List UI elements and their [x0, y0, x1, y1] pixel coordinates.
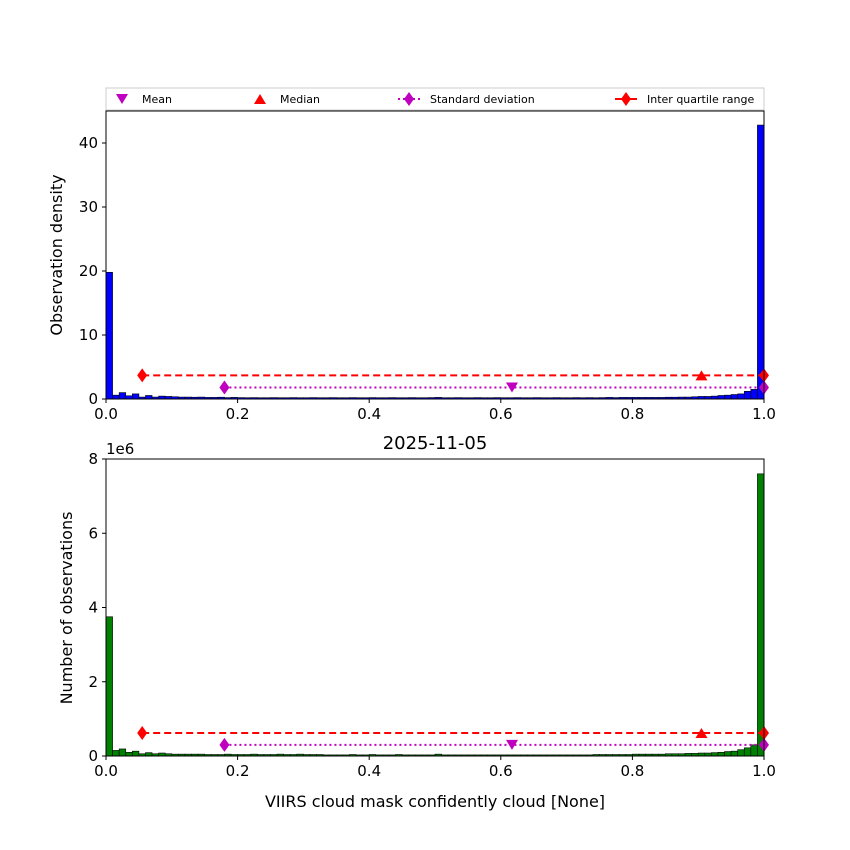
bottom-ytick-label: 0 [88, 747, 98, 765]
bottom-xtick-label: 0.0 [94, 762, 118, 780]
top-bar [724, 394, 732, 400]
legend-std-label: Standard deviation [430, 93, 535, 106]
bottom-bar [730, 750, 738, 757]
top-bar [750, 389, 758, 400]
top-ytick-label: 20 [79, 262, 98, 280]
bottom-bar [125, 751, 133, 757]
bottom-bar [132, 750, 140, 757]
bottom-y-offset-label: 1e6 [106, 440, 134, 458]
top-bars [105, 124, 765, 400]
top-bar [118, 392, 127, 400]
top-std-left-marker [219, 380, 230, 395]
bottom-ytick-label: 4 [88, 599, 98, 617]
legend-iqr-label: Inter quartile range [647, 93, 754, 106]
legend-iqr-marker [621, 92, 631, 106]
top-ylabel: Observation density [47, 174, 66, 335]
top-bar [112, 394, 120, 400]
top-density-chart: 0.0 0.2 0.4 0.6 0.8 1.0 0 10 20 30 40 Observation … [47, 110, 776, 423]
bottom-ytick-label: 6 [88, 524, 98, 542]
legend-median-label: Median [280, 93, 320, 106]
bottom-xtick-label: 0.2 [226, 762, 250, 780]
top-median-marker [695, 370, 708, 381]
bottom-std-left-marker [219, 737, 230, 752]
top-bar [743, 391, 752, 400]
top-ticks: 0.0 0.2 0.4 0.6 0.8 1.0 0 10 20 30 40 [79, 134, 776, 423]
top-xtick-label: 1.0 [752, 405, 776, 423]
bottom-ytick-label: 8 [88, 450, 98, 468]
bottom-bar [105, 616, 113, 757]
bottom-title: 2025-11-05 [383, 433, 488, 454]
top-axes-frame [105, 110, 765, 400]
top-mean-marker [505, 382, 518, 393]
top-xtick-label: 0.2 [226, 405, 250, 423]
top-bar [737, 393, 745, 400]
bottom-bar [118, 748, 127, 757]
bottom-xtick-label: 0.6 [489, 762, 513, 780]
top-xtick-label: 0.6 [489, 405, 513, 423]
legend-mean-marker [116, 94, 128, 104]
legend-frame [105, 87, 765, 111]
top-stat-markers [137, 368, 769, 395]
bottom-mean-marker [505, 739, 518, 750]
bottom-bar [750, 744, 758, 757]
top-ytick-label: 10 [79, 326, 98, 344]
bottom-ytick-label: 2 [88, 673, 98, 691]
legend-mean-label: Mean [142, 93, 172, 106]
top-bar [132, 393, 140, 400]
bottom-bar [724, 751, 732, 757]
top-ytick-label: 0 [88, 390, 98, 408]
bottom-iqr-left-marker [137, 725, 148, 740]
top-ytick-label: 30 [79, 198, 98, 216]
bottom-count-chart: 2025-11-05 1e6 0.0 0.2 0.4 0.6 0.8 1.0 0 2 4 6 8 N… [57, 433, 776, 811]
top-xtick-label: 0.4 [357, 405, 381, 423]
bottom-xlabel: VIIRS cloud mask confidently cloud [None… [265, 792, 605, 811]
bottom-axes-frame [105, 458, 765, 757]
bottom-bar [737, 749, 745, 757]
bottom-bar [743, 747, 752, 757]
top-bar [757, 124, 765, 400]
top-bar [717, 395, 725, 400]
legend-median-marker [254, 94, 266, 104]
bottom-ylabel: Number of observations [57, 512, 76, 705]
bottom-ticks: 0.0 0.2 0.4 0.6 0.8 1.0 0 2 4 6 8 [88, 450, 775, 780]
bottom-bar [145, 752, 153, 757]
bottom-bars [105, 473, 765, 757]
top-iqr-left-marker [137, 368, 148, 383]
bottom-stat-markers [137, 725, 769, 752]
top-xtick-label: 0.8 [620, 405, 644, 423]
bottom-xtick-label: 0.8 [620, 762, 644, 780]
bottom-median-marker [695, 727, 708, 738]
top-bar [730, 394, 738, 400]
bottom-bar [717, 751, 725, 757]
legend: Mean Median Standard deviation Inter qua… [105, 87, 765, 111]
legend-std-marker [404, 92, 414, 106]
top-xtick-label: 0.0 [94, 405, 118, 423]
top-ytick-label: 40 [79, 134, 98, 152]
bottom-bar [112, 750, 120, 757]
bottom-bar [757, 473, 765, 757]
bottom-bar [711, 752, 719, 757]
bottom-xtick-label: 0.4 [357, 762, 381, 780]
top-bar [105, 271, 113, 400]
bottom-xtick-label: 1.0 [752, 762, 776, 780]
top-bar [145, 395, 153, 400]
